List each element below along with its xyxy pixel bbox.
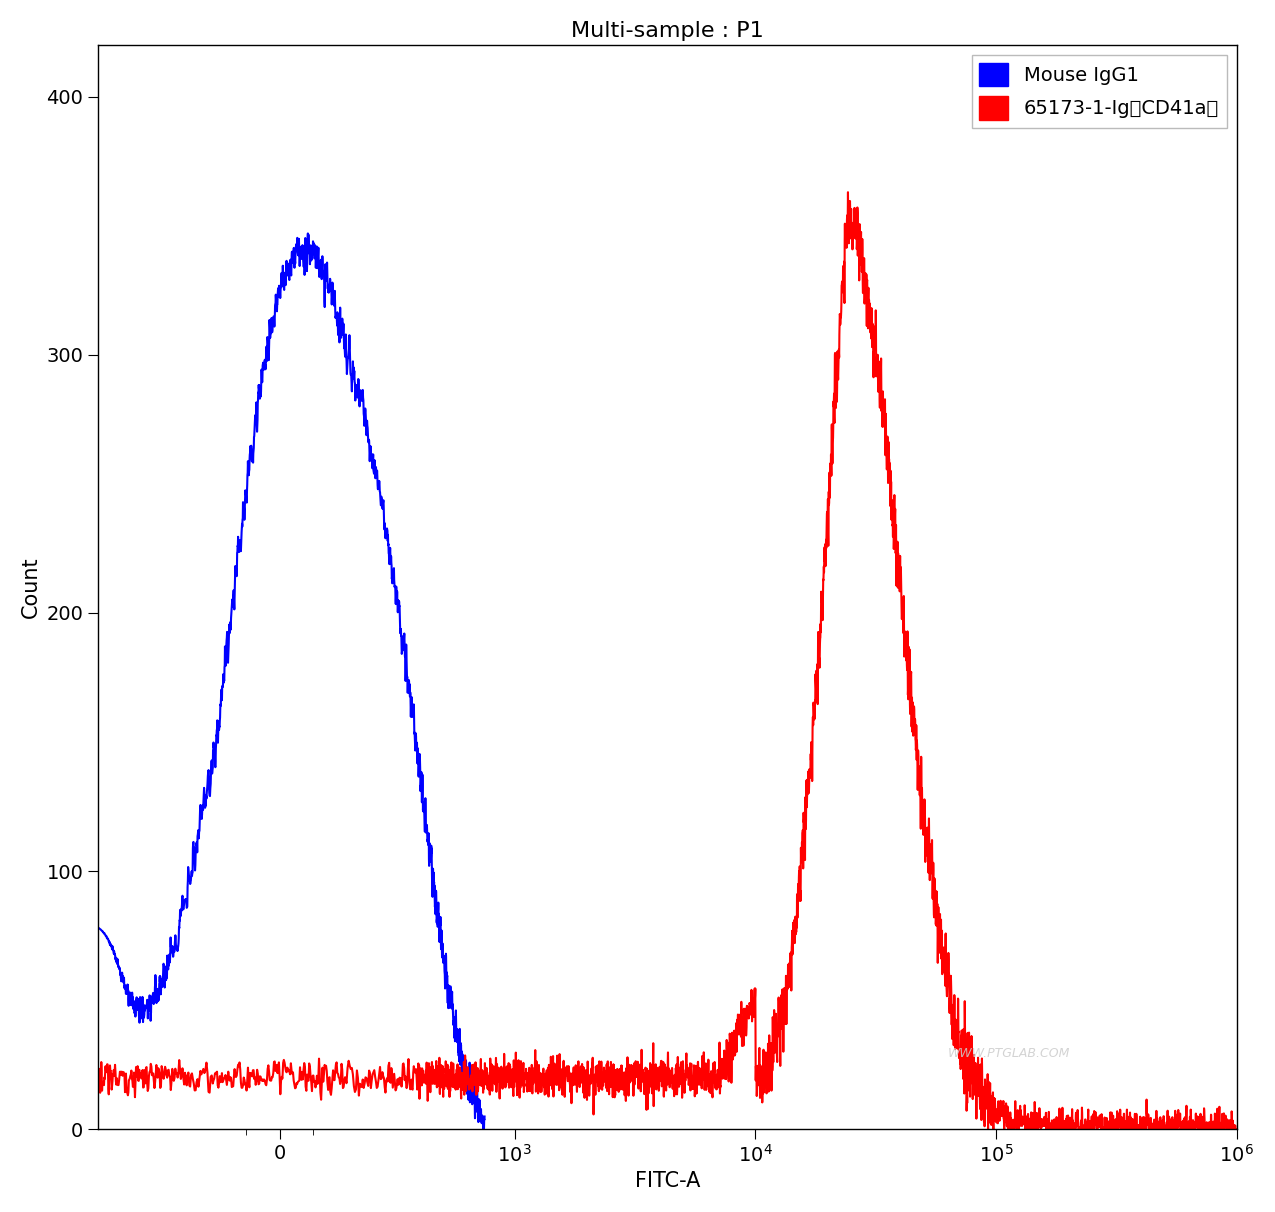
Title: Multi-sample : P1: Multi-sample : P1: [571, 21, 764, 41]
Y-axis label: Count: Count: [20, 556, 41, 618]
X-axis label: FITC-A: FITC-A: [635, 1171, 700, 1191]
Text: WWW.PTGLAB.COM: WWW.PTGLAB.COM: [947, 1047, 1070, 1059]
Legend: Mouse IgG1, 65173-1-Ig（CD41a）: Mouse IgG1, 65173-1-Ig（CD41a）: [972, 55, 1227, 127]
